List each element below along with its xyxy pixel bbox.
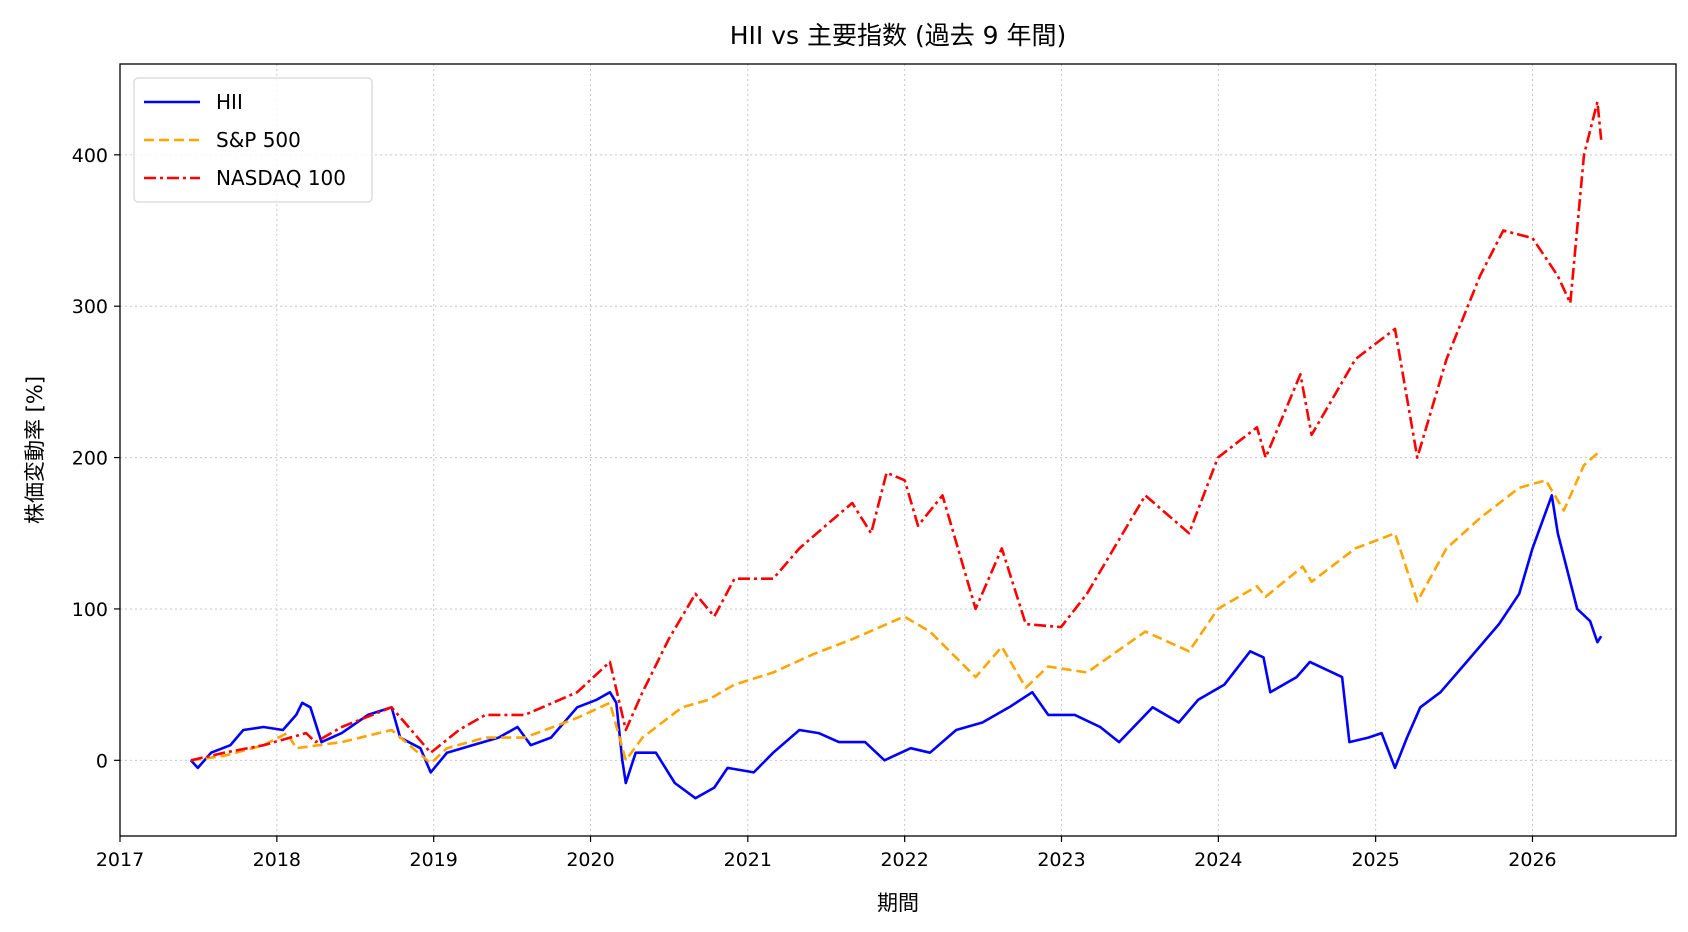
series-layer — [189, 100, 1603, 800]
legend-label-0: HII — [216, 90, 243, 114]
plot-area-frame — [119, 63, 1677, 837]
x-tick-label: 2024 — [1194, 849, 1242, 871]
x-tick-label: 2023 — [1037, 849, 1085, 871]
x-axis: 2017 2018 2019 2020 2021 2022 2023 2024 2025 2026 — [96, 836, 1557, 871]
y-tick-label: 300 — [72, 296, 108, 318]
x-tick-label: 2022 — [880, 849, 928, 871]
y-tick-label: 100 — [72, 599, 108, 621]
y-tick-label: 400 — [72, 145, 108, 167]
x-tick-label: 2021 — [724, 849, 772, 871]
y-axis: 0 100 200 300 400 — [72, 145, 120, 772]
legend: HII S&P 500 NASDAQ 100 — [133, 77, 373, 203]
y-axis-title: 株価変動率 [%] — [23, 376, 47, 524]
x-axis-title: 期間 — [877, 891, 919, 915]
series-line-1 — [190, 449, 1603, 765]
legend-box — [133, 77, 373, 203]
x-tick-label: 2017 — [96, 849, 144, 871]
y-tick-label: 0 — [96, 750, 108, 772]
chart-title: HII vs 主要指数 (過去 9 年間) — [730, 21, 1067, 50]
legend-label-1: S&P 500 — [216, 128, 301, 152]
y-tick-label: 200 — [72, 448, 108, 470]
x-tick-label: 2018 — [253, 849, 301, 871]
legend-label-2: NASDAQ 100 — [216, 166, 346, 190]
series-line-2 — [190, 100, 1603, 762]
x-tick-label: 2025 — [1351, 849, 1399, 871]
x-tick-label: 2020 — [566, 849, 614, 871]
x-tick-label: 2019 — [410, 849, 458, 871]
x-tick-label: 2026 — [1508, 849, 1556, 871]
